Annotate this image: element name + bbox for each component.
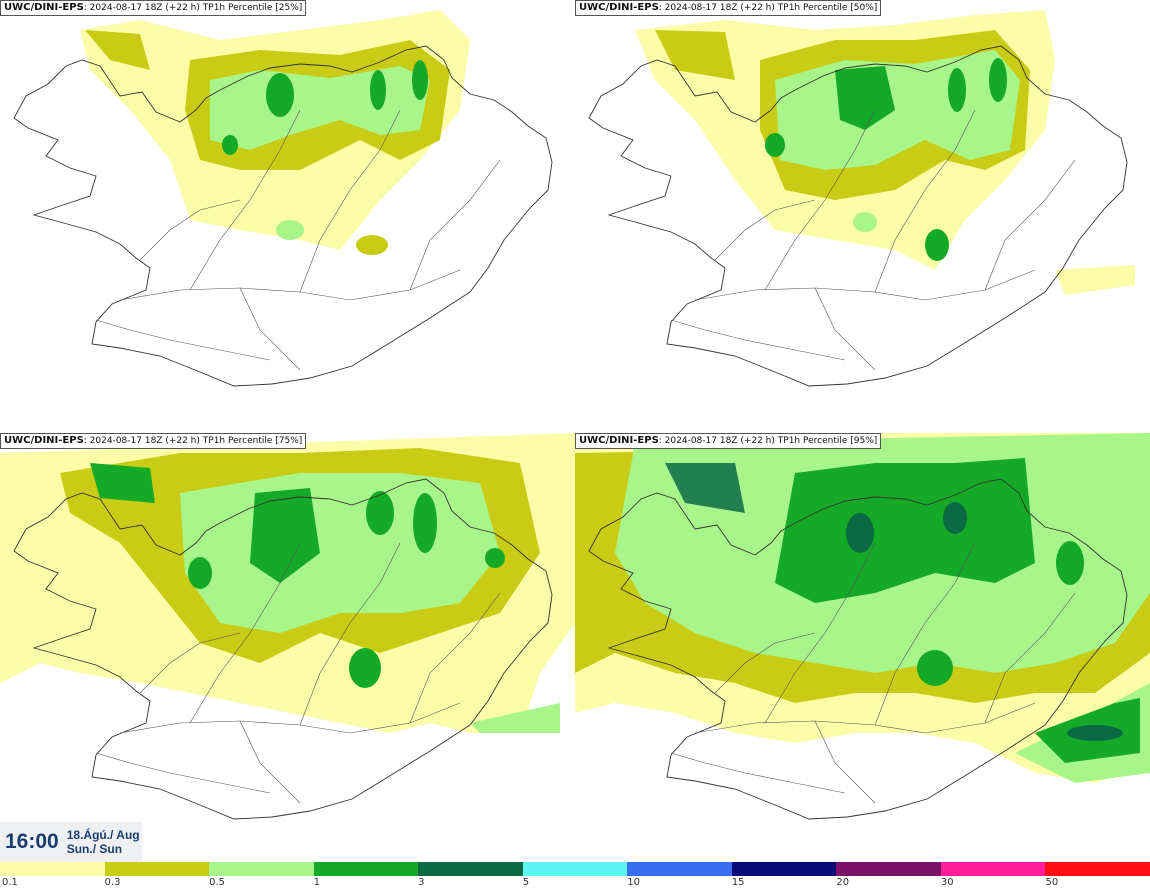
legend-label: 0.3: [104, 877, 121, 888]
date-line: 18.Ágú./ Aug: [66, 828, 140, 842]
panel-title: UWC/DINI-EPS: 2024-08-17 18Z (+22 h) TP1…: [0, 0, 307, 16]
precip-map: [575, 433, 1150, 820]
panel-title: UWC/DINI-EPS: 2024-08-17 18Z (+22 h) TP1…: [0, 433, 307, 449]
legend-swatch: [418, 862, 523, 876]
legend-label: 30: [940, 877, 954, 888]
legend-swatch: [1045, 862, 1150, 876]
precip-map: [588, 10, 1135, 387]
legend-label: 20: [836, 877, 850, 888]
legend-swatch: [0, 862, 105, 876]
map-panel-p95: UWC/DINI-EPS: 2024-08-17 18Z (+22 h) TP1…: [575, 433, 1150, 863]
panel-title: UWC/DINI-EPS: 2024-08-17 18Z (+22 h) TP1…: [575, 433, 882, 449]
precip-map: [0, 433, 575, 820]
valid-date: 18.Ágú./ Aug Sun./ Sun: [67, 828, 140, 856]
legend-swatch: [522, 862, 628, 876]
legend-labels: 0.1 0.3 0.5 1 3 5 10 15 20 30 50: [0, 877, 1150, 890]
panel-title: UWC/DINI-EPS: 2024-08-17 18Z (+22 h) TP1…: [575, 0, 882, 16]
precip-map: [13, 10, 553, 387]
legend-swatch: [209, 862, 314, 876]
legend-label: 10: [627, 877, 640, 888]
map-panel-p25: UWC/DINI-EPS: 2024-08-17 18Z (+22 h) TP1…: [0, 0, 575, 430]
day-line: Sun./ Sun: [66, 842, 123, 856]
legend-swatch: [313, 862, 419, 876]
legend-label: 0.5: [209, 877, 225, 888]
legend-label: 5: [522, 877, 530, 888]
legend-swatch: [940, 862, 1046, 876]
legend-label: 1: [313, 877, 320, 888]
legend-swatch: [836, 862, 941, 876]
legend-label: 3: [418, 877, 425, 888]
legend-label: 15: [731, 877, 745, 888]
legend-swatch: [731, 862, 837, 876]
legend-swatch: [104, 862, 210, 876]
legend-swatch: [627, 862, 732, 876]
map-panel-p50: UWC/DINI-EPS: 2024-08-17 18Z (+22 h) TP1…: [575, 0, 1150, 430]
valid-time-box: 16:00 18.Ágú./ Aug Sun./ Sun: [0, 822, 142, 862]
map-panel-p75: UWC/DINI-EPS: 2024-08-17 18Z (+22 h) TP1…: [0, 433, 575, 863]
precip-legend: 0.1 0.3 0.5 1 3 5 10 15 20 30 50: [0, 862, 1150, 891]
legend-label: 50: [1045, 877, 1059, 888]
legend-colorbar: [0, 862, 1150, 876]
legend-label: 0.1: [2, 877, 18, 888]
valid-time: 16:00: [5, 830, 59, 853]
